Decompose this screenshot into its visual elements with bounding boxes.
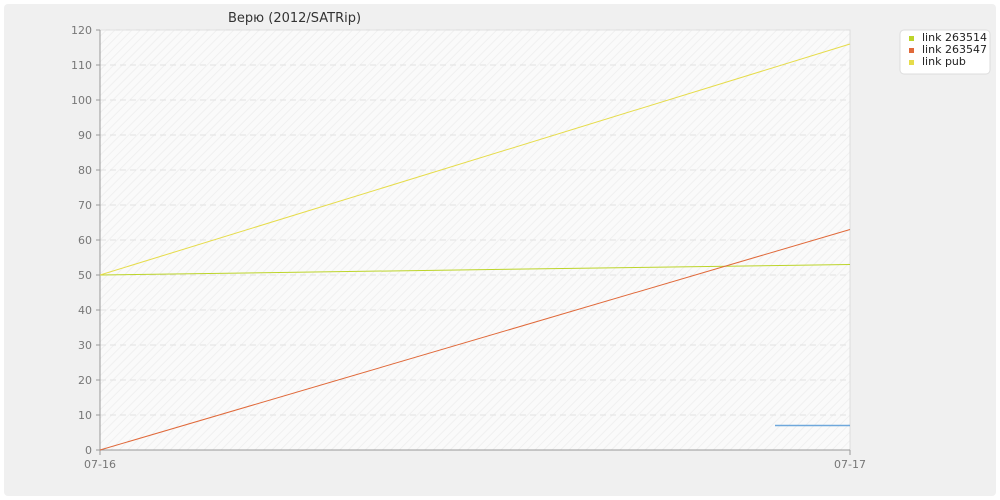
series-lines — [99, 43, 851, 451]
x-tick-label: 07-17 — [834, 458, 866, 471]
x-tick-label: 07-16 — [84, 458, 116, 471]
chart-title: Верю (2012/SATRip) — [228, 11, 361, 26]
legend-swatch — [909, 36, 914, 41]
y-tick-label: 0 — [85, 444, 92, 457]
y-tick-labels: 0 10 20 30 40 50 60 70 80 90 100 110 120 — [71, 24, 100, 457]
legend-box — [899, 29, 991, 75]
legend-swatch — [909, 48, 914, 53]
y-tick-label: 40 — [78, 304, 92, 317]
legend-label: link 263547 — [922, 43, 987, 56]
y-tick-label: 60 — [78, 234, 92, 247]
y-tick-label: 100 — [71, 94, 92, 107]
legend-label: link pub — [922, 55, 966, 68]
y-tick-label: 50 — [78, 269, 92, 282]
x-tick-labels: 07-16 07-17 — [84, 450, 866, 471]
y-tick-label: 120 — [71, 24, 92, 37]
legend-swatch — [909, 60, 914, 65]
grid-lines — [100, 29, 850, 416]
series-line — [99, 43, 851, 276]
y-tick-label: 110 — [71, 59, 92, 72]
y-tick-label: 80 — [78, 164, 92, 177]
legend-label: link 263514 — [922, 31, 987, 44]
y-tick-label: 10 — [78, 409, 92, 422]
y-tick-label: 20 — [78, 374, 92, 387]
y-tick-label: 70 — [78, 199, 92, 212]
y-tick-label: 30 — [78, 339, 92, 352]
series-line — [99, 229, 851, 451]
y-tick-label: 90 — [78, 129, 92, 142]
